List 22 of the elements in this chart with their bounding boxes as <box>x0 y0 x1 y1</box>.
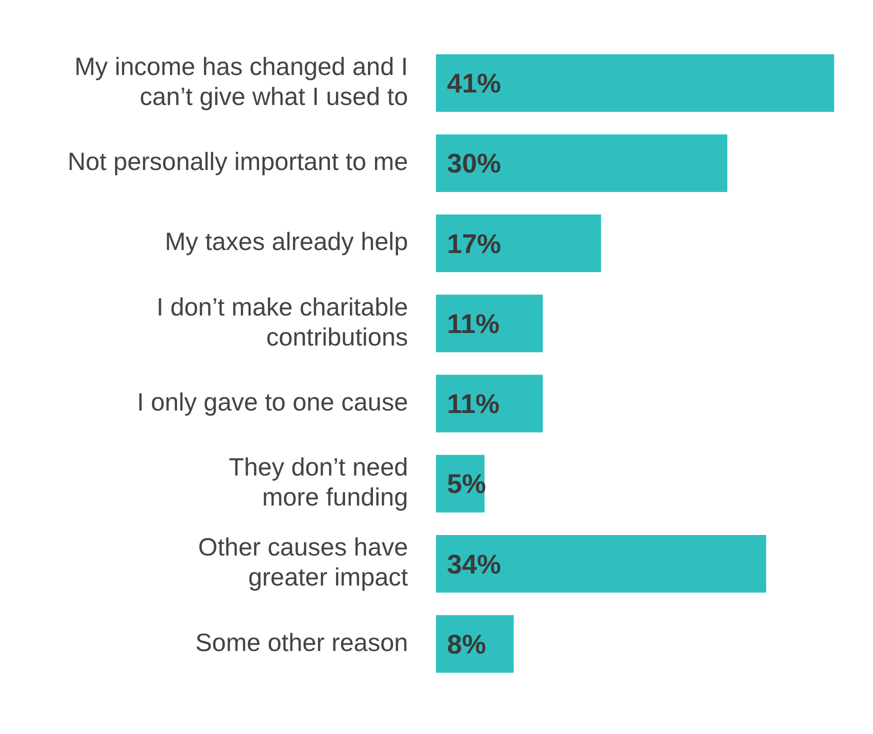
y-tick-label: I only gave to one cause <box>136 388 408 416</box>
bar <box>436 54 834 112</box>
data-label: 30% <box>447 148 502 179</box>
data-label: 41% <box>447 68 502 99</box>
y-tick-label: Some other reason <box>195 628 408 657</box>
data-label: 8% <box>447 629 486 660</box>
y-tick-label: I don’t make charitable contributions <box>156 293 408 352</box>
data-label: 11% <box>447 389 500 420</box>
data-label: 11% <box>447 308 500 339</box>
y-tick-label: My income has changed and I can’t give what I used to <box>74 52 408 111</box>
y-tick-label: They don’t need more funding <box>228 454 408 512</box>
data-label: 34% <box>447 549 502 580</box>
bar <box>436 134 728 192</box>
y-tick-label: Not personally important to me <box>68 148 408 176</box>
data-label: 17% <box>447 228 502 259</box>
bar <box>436 374 543 432</box>
y-tick-label: Other causes have greater impact <box>198 534 408 592</box>
bar <box>436 294 543 352</box>
bar <box>436 534 766 593</box>
bar <box>436 214 602 272</box>
y-tick-label: My taxes already help <box>164 228 408 256</box>
bar <box>436 615 514 673</box>
